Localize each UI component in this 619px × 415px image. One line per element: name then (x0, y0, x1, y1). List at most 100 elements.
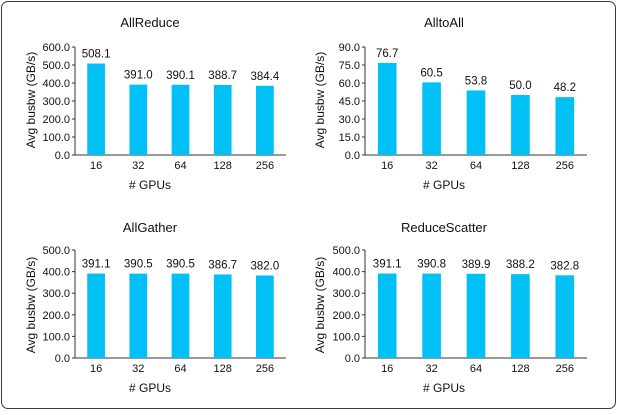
y-tick-label: 0.0 (55, 150, 70, 162)
x-tick-label: 16 (90, 160, 102, 172)
x-tick-label: 64 (470, 363, 482, 375)
bar (129, 84, 148, 155)
data-label: 382.0 (251, 260, 280, 272)
bar (377, 62, 397, 155)
data-label: 53.8 (465, 75, 487, 87)
y-axis-label: Avg busbw (GB/s) (24, 257, 38, 353)
x-tick-label: 16 (381, 160, 393, 172)
x-tick-label: 128 (511, 363, 529, 375)
data-label: 76.7 (376, 48, 398, 60)
y-tick-label: 0.0 (345, 353, 360, 365)
chart-panel-allgather: AllGather Avg busbw (GB/s) # GPUs 0.0 100… (24, 220, 286, 395)
y-tick-label: 90.0 (339, 42, 360, 54)
bar (213, 85, 232, 155)
x-tick-label: 256 (556, 363, 574, 375)
bar (511, 95, 530, 155)
figure-frame: AllReduce Avg busbw (GB/s) # GPUs 0.0 100… (1, 1, 616, 409)
data-label: 508.1 (82, 49, 111, 61)
data-label: 391.1 (82, 259, 111, 271)
x-tick-label: 128 (214, 363, 232, 375)
bar (555, 97, 575, 155)
x-tick-label: 256 (256, 160, 274, 172)
bar (171, 273, 190, 358)
y-tick-label: 100.0 (332, 331, 360, 343)
y-tick-label: 400.0 (42, 78, 70, 90)
bar (256, 275, 274, 358)
bar (256, 85, 274, 155)
y-tick-label: 300.0 (332, 288, 360, 300)
data-label: 390.8 (417, 259, 446, 271)
x-axis-label: # GPUs (423, 381, 465, 395)
bar (422, 273, 441, 358)
bar (466, 273, 486, 358)
x-tick-label: 64 (174, 160, 186, 172)
y-tick-label: 200.0 (332, 310, 360, 322)
x-tick-label: 32 (425, 363, 437, 375)
y-axis-label: Avg busbw (GB/s) (313, 52, 327, 148)
data-label: 48.2 (554, 82, 576, 94)
y-tick-label: 45.0 (339, 96, 360, 108)
bar (466, 90, 486, 155)
bar (511, 274, 530, 358)
data-label: 391.0 (124, 70, 153, 82)
data-label: 388.2 (506, 259, 535, 271)
bar (87, 273, 105, 358)
y-tick-label: 500.0 (42, 60, 70, 72)
y-tick-label: 75.0 (339, 60, 360, 72)
x-tick-label: 32 (132, 363, 144, 375)
data-label: 382.8 (550, 260, 579, 272)
y-tick-label: 300.0 (42, 288, 70, 300)
chart-panel-allreduce: AllReduce Avg busbw (GB/s) # GPUs 0.0 100… (24, 15, 286, 192)
data-label: 390.1 (166, 70, 195, 82)
y-tick-label: 30.0 (339, 114, 360, 126)
data-label: 389.9 (462, 259, 491, 271)
charts-canvas: AllReduce Avg busbw (GB/s) # GPUs 0.0 100… (24, 15, 587, 395)
y-tick-label: 60.0 (339, 78, 360, 90)
chart-title: ReduceScatter (401, 220, 488, 235)
data-label: 386.7 (208, 259, 237, 271)
x-tick-label: 64 (174, 363, 186, 375)
data-label: 391.1 (373, 259, 402, 271)
x-tick-label: 256 (256, 363, 274, 375)
plot-area: 0.0 100.0 200.0 300.0 400.0 500.0 600.0 508.1 16… (42, 42, 286, 172)
data-label: 390.5 (166, 259, 195, 271)
y-tick-label: 100.0 (42, 132, 70, 144)
plot-area: 0.0 100.0 200.0 300.0 400.0 500.0 391.1 16 390.8… (332, 245, 587, 375)
y-tick-label: 100.0 (42, 331, 70, 343)
bar (377, 273, 397, 358)
x-tick-label: 128 (214, 160, 232, 172)
plot-area: 0.0 15.0 30.0 45.0 60.0 75.0 90.0 76.7 16 60.5 32 5… (339, 42, 587, 172)
chart-panel-alltoall: AlltoAll Avg busbw (GB/s) # GPUs 0.0 15.0… (313, 15, 587, 192)
y-tick-label: 200.0 (42, 310, 70, 322)
chart-panel-reducescatter: ReduceScatter Avg busbw (GB/s) # GPUs 0.… (313, 220, 587, 395)
bar (87, 63, 105, 155)
x-axis-label: # GPUs (129, 381, 171, 395)
x-tick-label: 64 (470, 160, 482, 172)
bar (213, 274, 232, 358)
chart-title: AllGather (123, 220, 178, 235)
y-tick-label: 400.0 (42, 267, 70, 279)
data-label: 390.5 (124, 259, 153, 271)
x-tick-label: 16 (90, 363, 102, 375)
y-tick-label: 15.0 (339, 132, 360, 144)
x-tick-label: 256 (556, 160, 574, 172)
data-label: 50.0 (509, 80, 531, 92)
x-tick-label: 32 (425, 160, 437, 172)
bar (171, 84, 190, 155)
y-axis-label: Avg busbw (GB/s) (313, 257, 327, 353)
data-label: 384.4 (251, 71, 280, 83)
bar (129, 273, 148, 358)
x-axis-label: # GPUs (423, 178, 465, 192)
bar (555, 275, 575, 358)
x-tick-label: 32 (132, 160, 144, 172)
y-axis-label: Avg busbw (GB/s) (24, 52, 38, 148)
plot-area: 0.0 100.0 200.0 300.0 400.0 500.0 391.1 16 390.5… (42, 245, 286, 375)
chart-title: AllReduce (120, 15, 179, 30)
y-tick-label: 200.0 (42, 114, 70, 126)
y-tick-label: 500.0 (42, 245, 70, 257)
data-label: 60.5 (420, 67, 442, 79)
y-tick-label: 300.0 (42, 96, 70, 108)
x-axis-label: # GPUs (129, 178, 171, 192)
x-tick-label: 128 (511, 160, 529, 172)
chart-title: AlltoAll (424, 15, 464, 30)
